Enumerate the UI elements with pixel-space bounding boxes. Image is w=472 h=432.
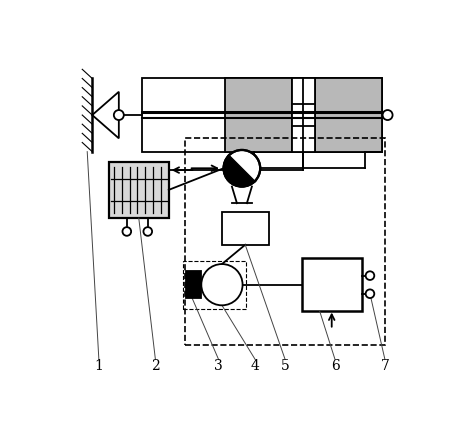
Circle shape [122,227,131,236]
Text: 4: 4 [251,359,260,373]
Text: 3: 3 [214,359,223,373]
Bar [109,162,169,218]
Circle shape [366,289,374,298]
Text: 2: 2 [151,359,160,373]
Bar [292,79,315,152]
Circle shape [143,227,152,236]
Bar [302,258,362,311]
Bar [222,212,269,245]
Bar [185,138,385,345]
Circle shape [224,150,260,187]
Circle shape [383,110,393,120]
Bar [142,79,381,152]
Text: 1: 1 [94,359,103,373]
Bar [183,261,246,308]
Circle shape [202,264,243,305]
Text: 6: 6 [331,359,339,373]
Bar [225,79,292,152]
Bar [186,271,202,298]
Text: 5: 5 [281,359,289,373]
Circle shape [114,110,124,120]
Circle shape [366,271,374,280]
Text: 7: 7 [380,359,389,373]
Bar [315,79,381,152]
Bar [109,162,169,218]
Polygon shape [224,156,255,187]
